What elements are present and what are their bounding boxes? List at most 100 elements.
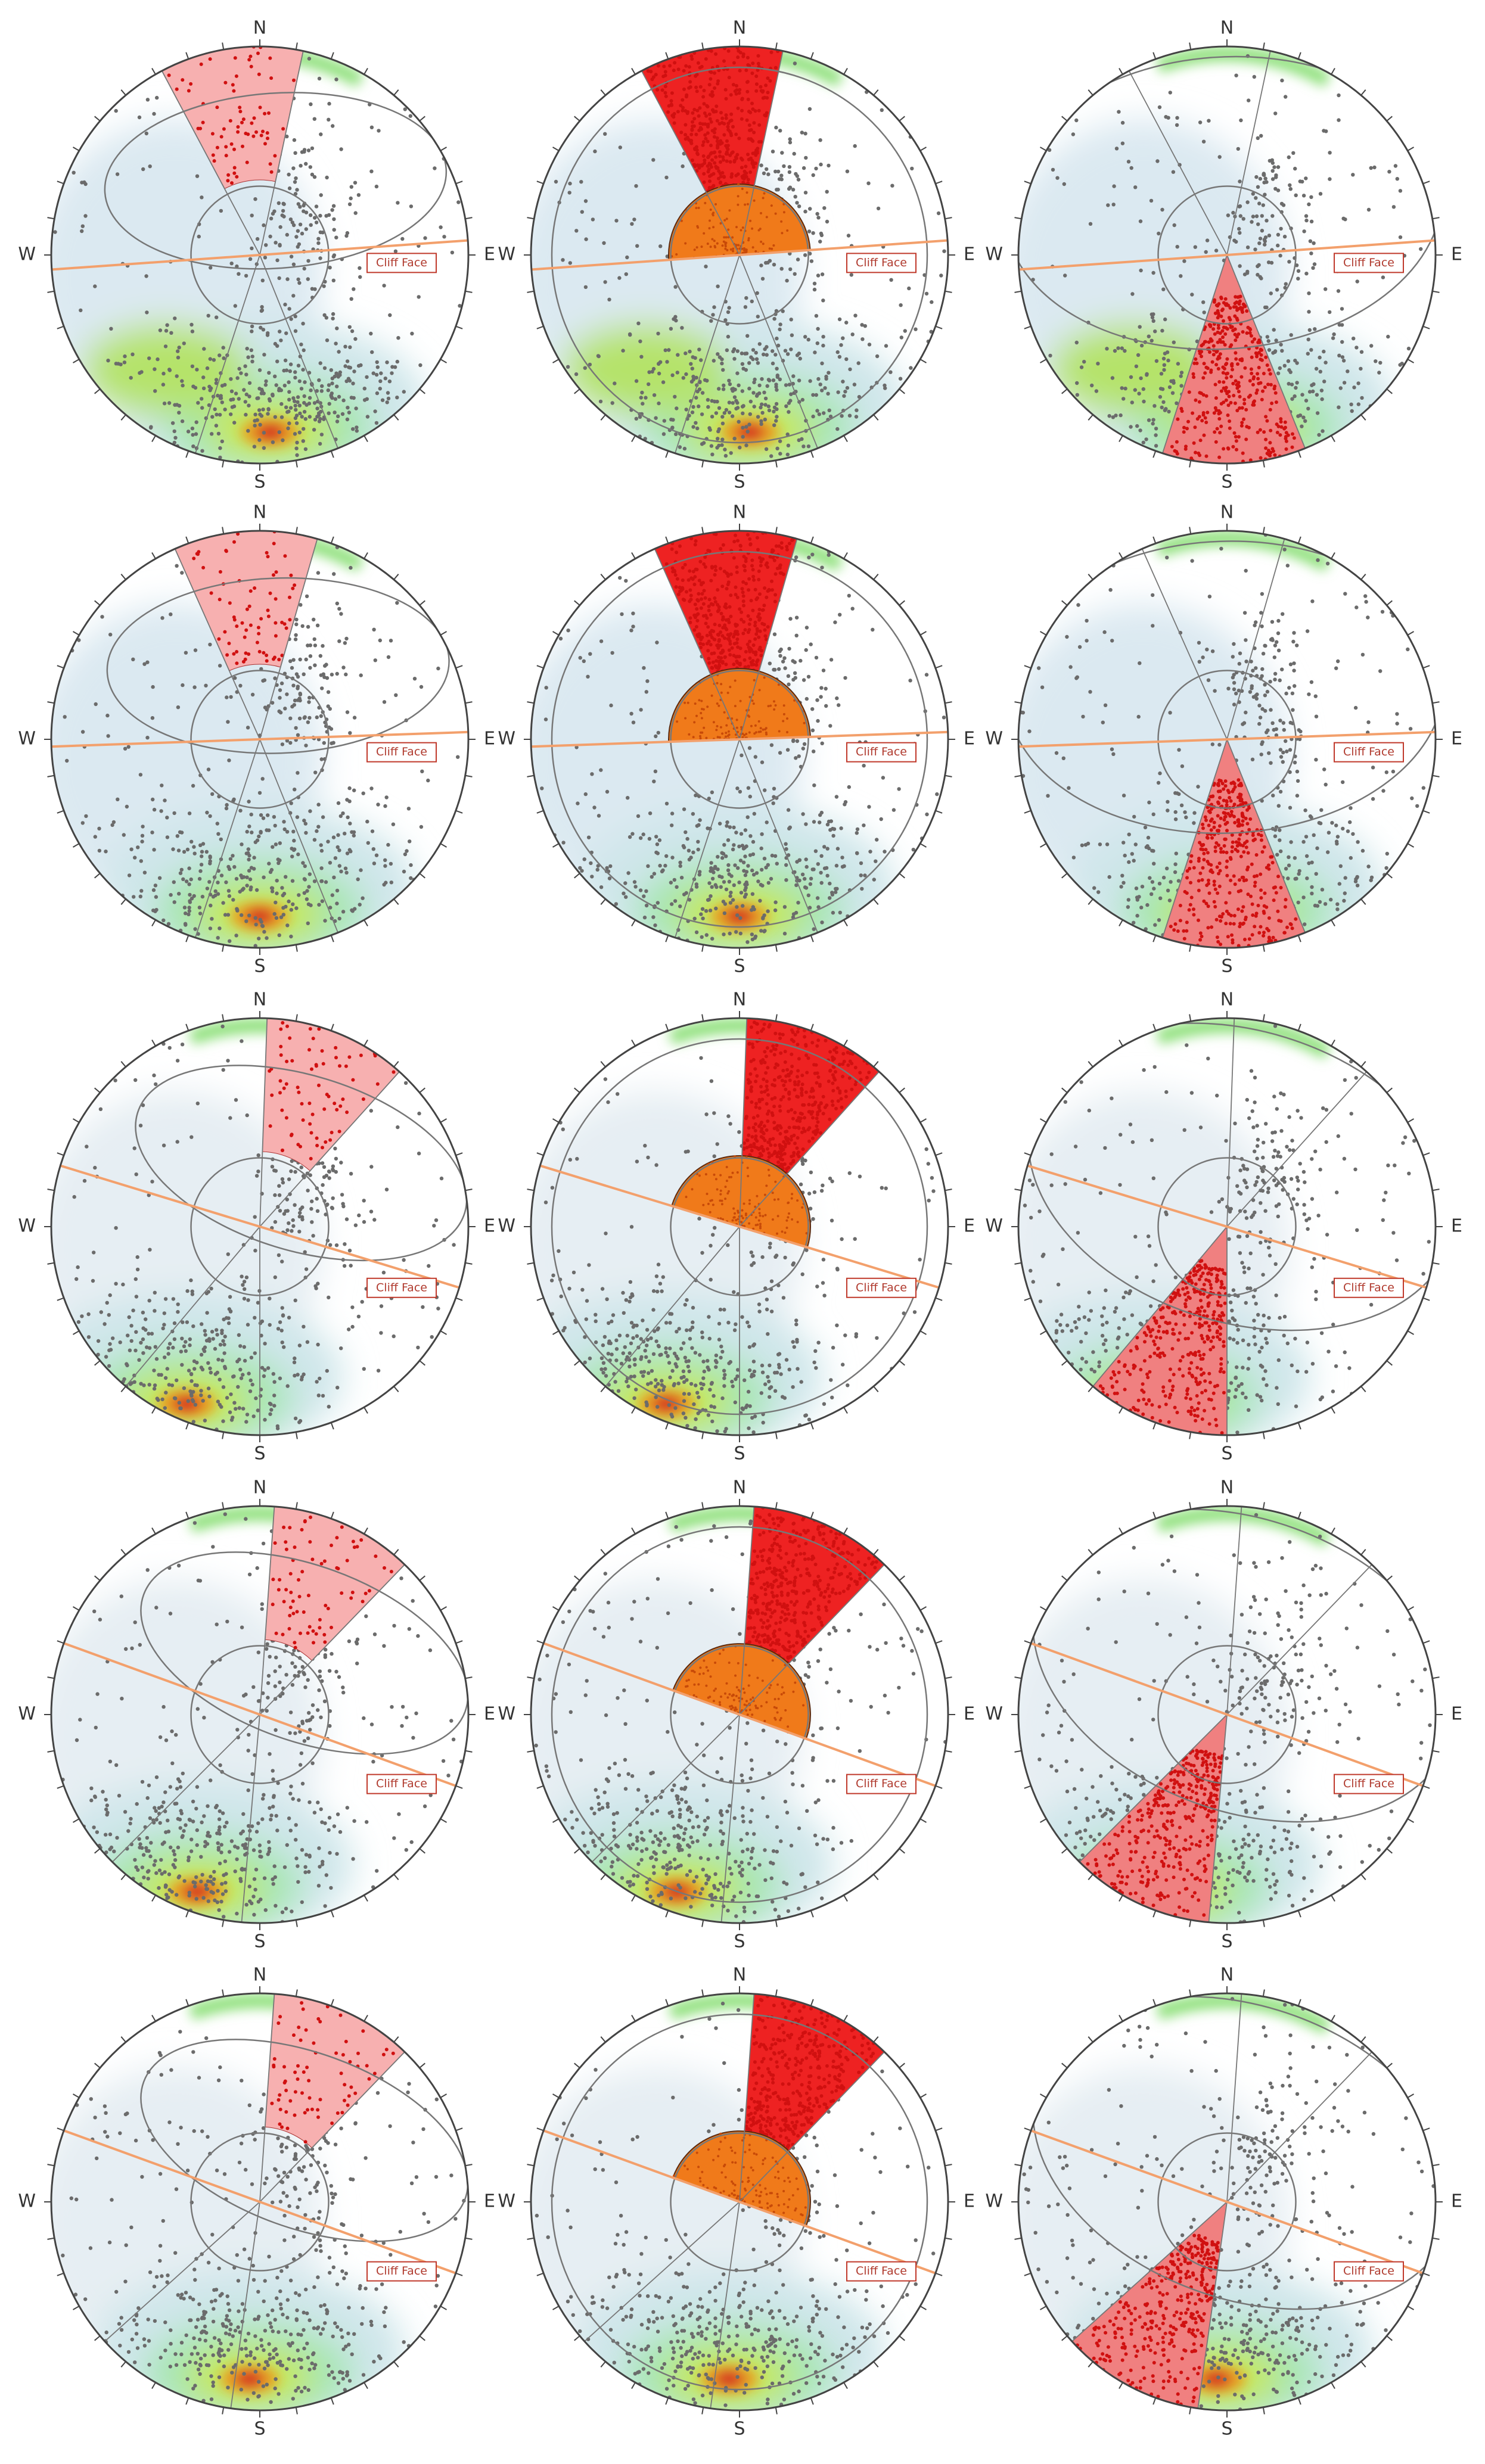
critical-pole	[1264, 437, 1268, 441]
pole	[1342, 381, 1347, 385]
pole	[579, 180, 583, 184]
pole	[1159, 372, 1164, 376]
pole	[275, 258, 279, 263]
pole	[299, 387, 304, 391]
pole	[1074, 340, 1079, 345]
azimuth-tick	[440, 359, 448, 363]
pole	[1278, 253, 1282, 258]
critical-pole	[1221, 335, 1225, 339]
pole	[299, 343, 303, 347]
pole	[1153, 329, 1157, 334]
pole	[201, 842, 206, 846]
pole	[867, 343, 872, 347]
pole	[312, 879, 317, 883]
critical-pole	[750, 71, 754, 75]
critical-pole	[707, 657, 711, 661]
critical-pole	[742, 177, 746, 181]
critical-pole	[263, 111, 267, 116]
pole	[262, 353, 266, 357]
pole	[745, 815, 750, 819]
critical-pole	[755, 536, 759, 540]
pole	[598, 399, 603, 404]
critical-pole	[704, 614, 708, 618]
critical-pole	[1242, 397, 1247, 402]
azimuth-tick	[151, 919, 156, 927]
pole	[385, 360, 389, 365]
pole	[1144, 437, 1148, 441]
azimuth-tick	[600, 898, 606, 905]
pole	[803, 253, 807, 257]
zone-line	[654, 548, 740, 740]
critical-pole	[1234, 379, 1238, 383]
pole	[247, 869, 251, 873]
pole	[163, 344, 168, 349]
critical-pole	[703, 133, 707, 137]
pole	[1151, 312, 1155, 316]
pole	[793, 660, 797, 664]
pole	[1075, 393, 1080, 397]
critical-pole	[710, 129, 714, 133]
pole	[402, 390, 406, 394]
pole	[226, 913, 231, 917]
pole	[574, 372, 579, 377]
pole	[323, 919, 327, 923]
zone-line	[174, 548, 260, 740]
critical-pole	[1214, 363, 1219, 367]
pole	[294, 906, 299, 910]
pole	[151, 797, 155, 802]
east-label: E	[964, 729, 975, 749]
pole	[260, 305, 264, 309]
pole	[786, 853, 791, 857]
pole	[732, 825, 736, 830]
azimuth-tick	[552, 359, 560, 363]
pole	[1162, 363, 1167, 367]
critical-pole	[1222, 319, 1225, 323]
pole	[1293, 394, 1297, 399]
critical-pole	[1230, 362, 1234, 366]
azimuth-tick	[57, 181, 64, 185]
pole	[111, 820, 116, 825]
pole	[890, 183, 894, 188]
pole	[1162, 368, 1166, 372]
critical-pole	[771, 549, 775, 553]
critical-pole	[259, 133, 263, 138]
critical-pole	[726, 637, 730, 641]
pole	[335, 671, 339, 676]
azimuth-tick	[295, 460, 298, 468]
pole	[814, 314, 819, 318]
critical-pole	[695, 108, 700, 113]
pole	[772, 632, 777, 636]
pole	[345, 851, 350, 855]
pole	[754, 394, 759, 398]
pole	[1256, 222, 1260, 226]
pole	[760, 832, 764, 836]
pole	[794, 883, 799, 888]
critical-pole	[748, 617, 753, 621]
pole	[84, 814, 88, 819]
critical-pole	[256, 51, 260, 55]
pole	[840, 855, 844, 860]
pole	[720, 421, 725, 425]
pole	[589, 861, 593, 866]
pole	[333, 397, 338, 401]
pole	[720, 415, 725, 419]
pole	[229, 377, 233, 381]
pole	[152, 848, 156, 852]
pole	[257, 791, 262, 795]
cone-pole	[725, 241, 728, 244]
critical-pole	[238, 105, 242, 110]
critical-pole	[755, 627, 759, 631]
pole	[810, 707, 815, 711]
friction-circle	[551, 66, 928, 444]
pole	[142, 870, 147, 875]
cone-pole	[680, 219, 683, 222]
pole	[743, 828, 748, 832]
critical-pole	[696, 153, 700, 156]
azimuth-tick	[120, 574, 126, 580]
critical-pole	[225, 653, 229, 657]
pole	[216, 892, 220, 896]
pole	[1123, 349, 1127, 353]
pole	[669, 326, 673, 331]
critical-pole	[668, 64, 672, 68]
critical-pole	[1262, 430, 1266, 434]
